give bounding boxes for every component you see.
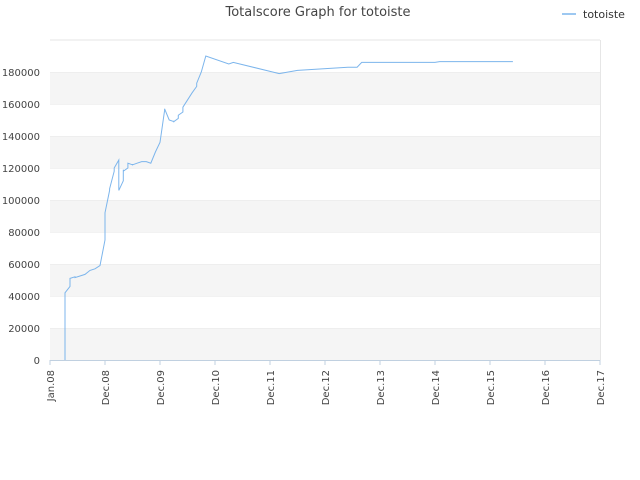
grid-band <box>50 200 600 232</box>
y-tick-label: 60000 <box>8 260 40 271</box>
grid-band <box>50 264 600 296</box>
legend[interactable]: totoiste <box>562 8 625 21</box>
y-tick-label: 20000 <box>8 324 40 335</box>
grid-band <box>50 72 600 104</box>
grid-band <box>50 232 600 264</box>
x-tick-label: Dec.12 <box>321 370 332 405</box>
grid-band <box>50 136 600 168</box>
x-tick-label: Dec.08 <box>101 370 112 405</box>
x-tick-label: Dec.09 <box>156 370 167 405</box>
y-tick-label: 180000 <box>2 68 40 79</box>
x-tick-label: Dec.16 <box>541 370 552 405</box>
grid-band <box>50 168 600 200</box>
grid-band <box>50 328 600 360</box>
x-tick-label: Jan.08 <box>46 370 57 402</box>
x-tick-label: Dec.15 <box>486 370 497 405</box>
y-tick-label: 80000 <box>8 228 40 239</box>
y-axis-ticks: 0 20000 40000 60000 80000 100000 120000 140000 1… <box>2 68 40 367</box>
grid-band <box>50 296 600 328</box>
x-tick-label: Dec.11 <box>266 370 277 405</box>
chart-title: Totalscore Graph for totoiste <box>224 5 410 20</box>
x-tick-label: Dec.10 <box>211 370 222 405</box>
x-tick-label: Dec.13 <box>376 370 387 405</box>
y-tick-label: 120000 <box>2 164 40 175</box>
series-line-totoiste <box>64 55 513 360</box>
y-tick-label: 0 <box>34 356 40 367</box>
grid-band <box>50 104 600 136</box>
y-tick-label: 100000 <box>2 196 40 207</box>
x-tick-label: Dec.14 <box>431 370 442 405</box>
x-axis-ticks: Jan.08 Dec.08 Dec.09 Dec.10 Dec.11 Dec.12 Dec.… <box>46 360 607 405</box>
y-tick-label: 40000 <box>8 292 40 303</box>
plot-bands <box>50 39 600 360</box>
y-tick-label: 160000 <box>2 100 40 111</box>
legend-label-totoiste: totoiste <box>583 8 625 21</box>
grid-band <box>50 40 600 72</box>
y-tick-label: 140000 <box>2 132 40 143</box>
x-tick-label: Dec.17 <box>596 370 607 405</box>
